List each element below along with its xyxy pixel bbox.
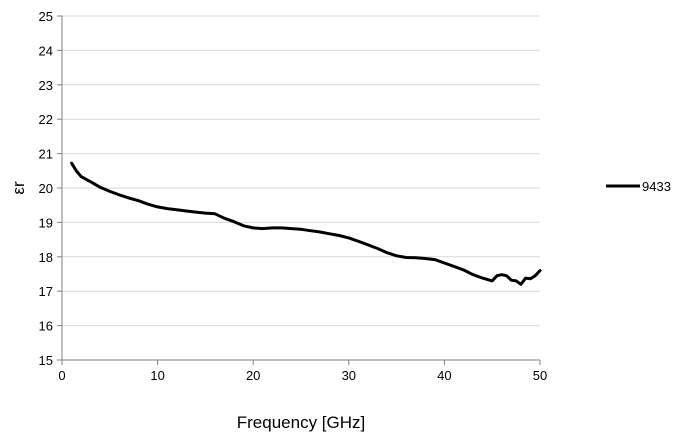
x-tick-label-30: 30 [342,368,356,383]
gridlines [62,15,540,327]
x-axis-title: Frequency [GHz] [237,413,366,432]
x-tick-label-50: 50 [533,368,547,383]
y-tick-label-19: 19 [39,215,53,230]
x-tick-label-40: 40 [437,368,451,383]
y-tick-label-18: 18 [39,250,53,265]
legend: 9433 [606,179,671,194]
y-tick-label-22: 22 [39,112,53,127]
x-tick-label-10: 10 [150,368,164,383]
series-layer [70,161,542,286]
y-tick-label-25: 25 [39,9,53,24]
x-tick-label-0: 0 [58,368,65,383]
y-tick-label-17: 17 [39,284,53,299]
x-tick-label-20: 20 [246,368,260,383]
y-tick-label-21: 21 [39,147,53,162]
tick-labels: 15 16 17 18 19 20 21 22 23 24 25 0 10 20 30 40 50 [39,9,548,383]
y-tick-label-24: 24 [39,43,53,58]
axes [57,15,541,365]
y-tick-label-23: 23 [39,78,53,93]
y-tick-label-16: 16 [39,319,53,334]
legend-label-9433: 9433 [642,179,671,194]
y-axis-title: εr [9,181,28,195]
y-tick-label-20: 20 [39,181,53,196]
series-line-9433 [70,161,542,286]
y-tick-label-15: 15 [39,353,53,368]
